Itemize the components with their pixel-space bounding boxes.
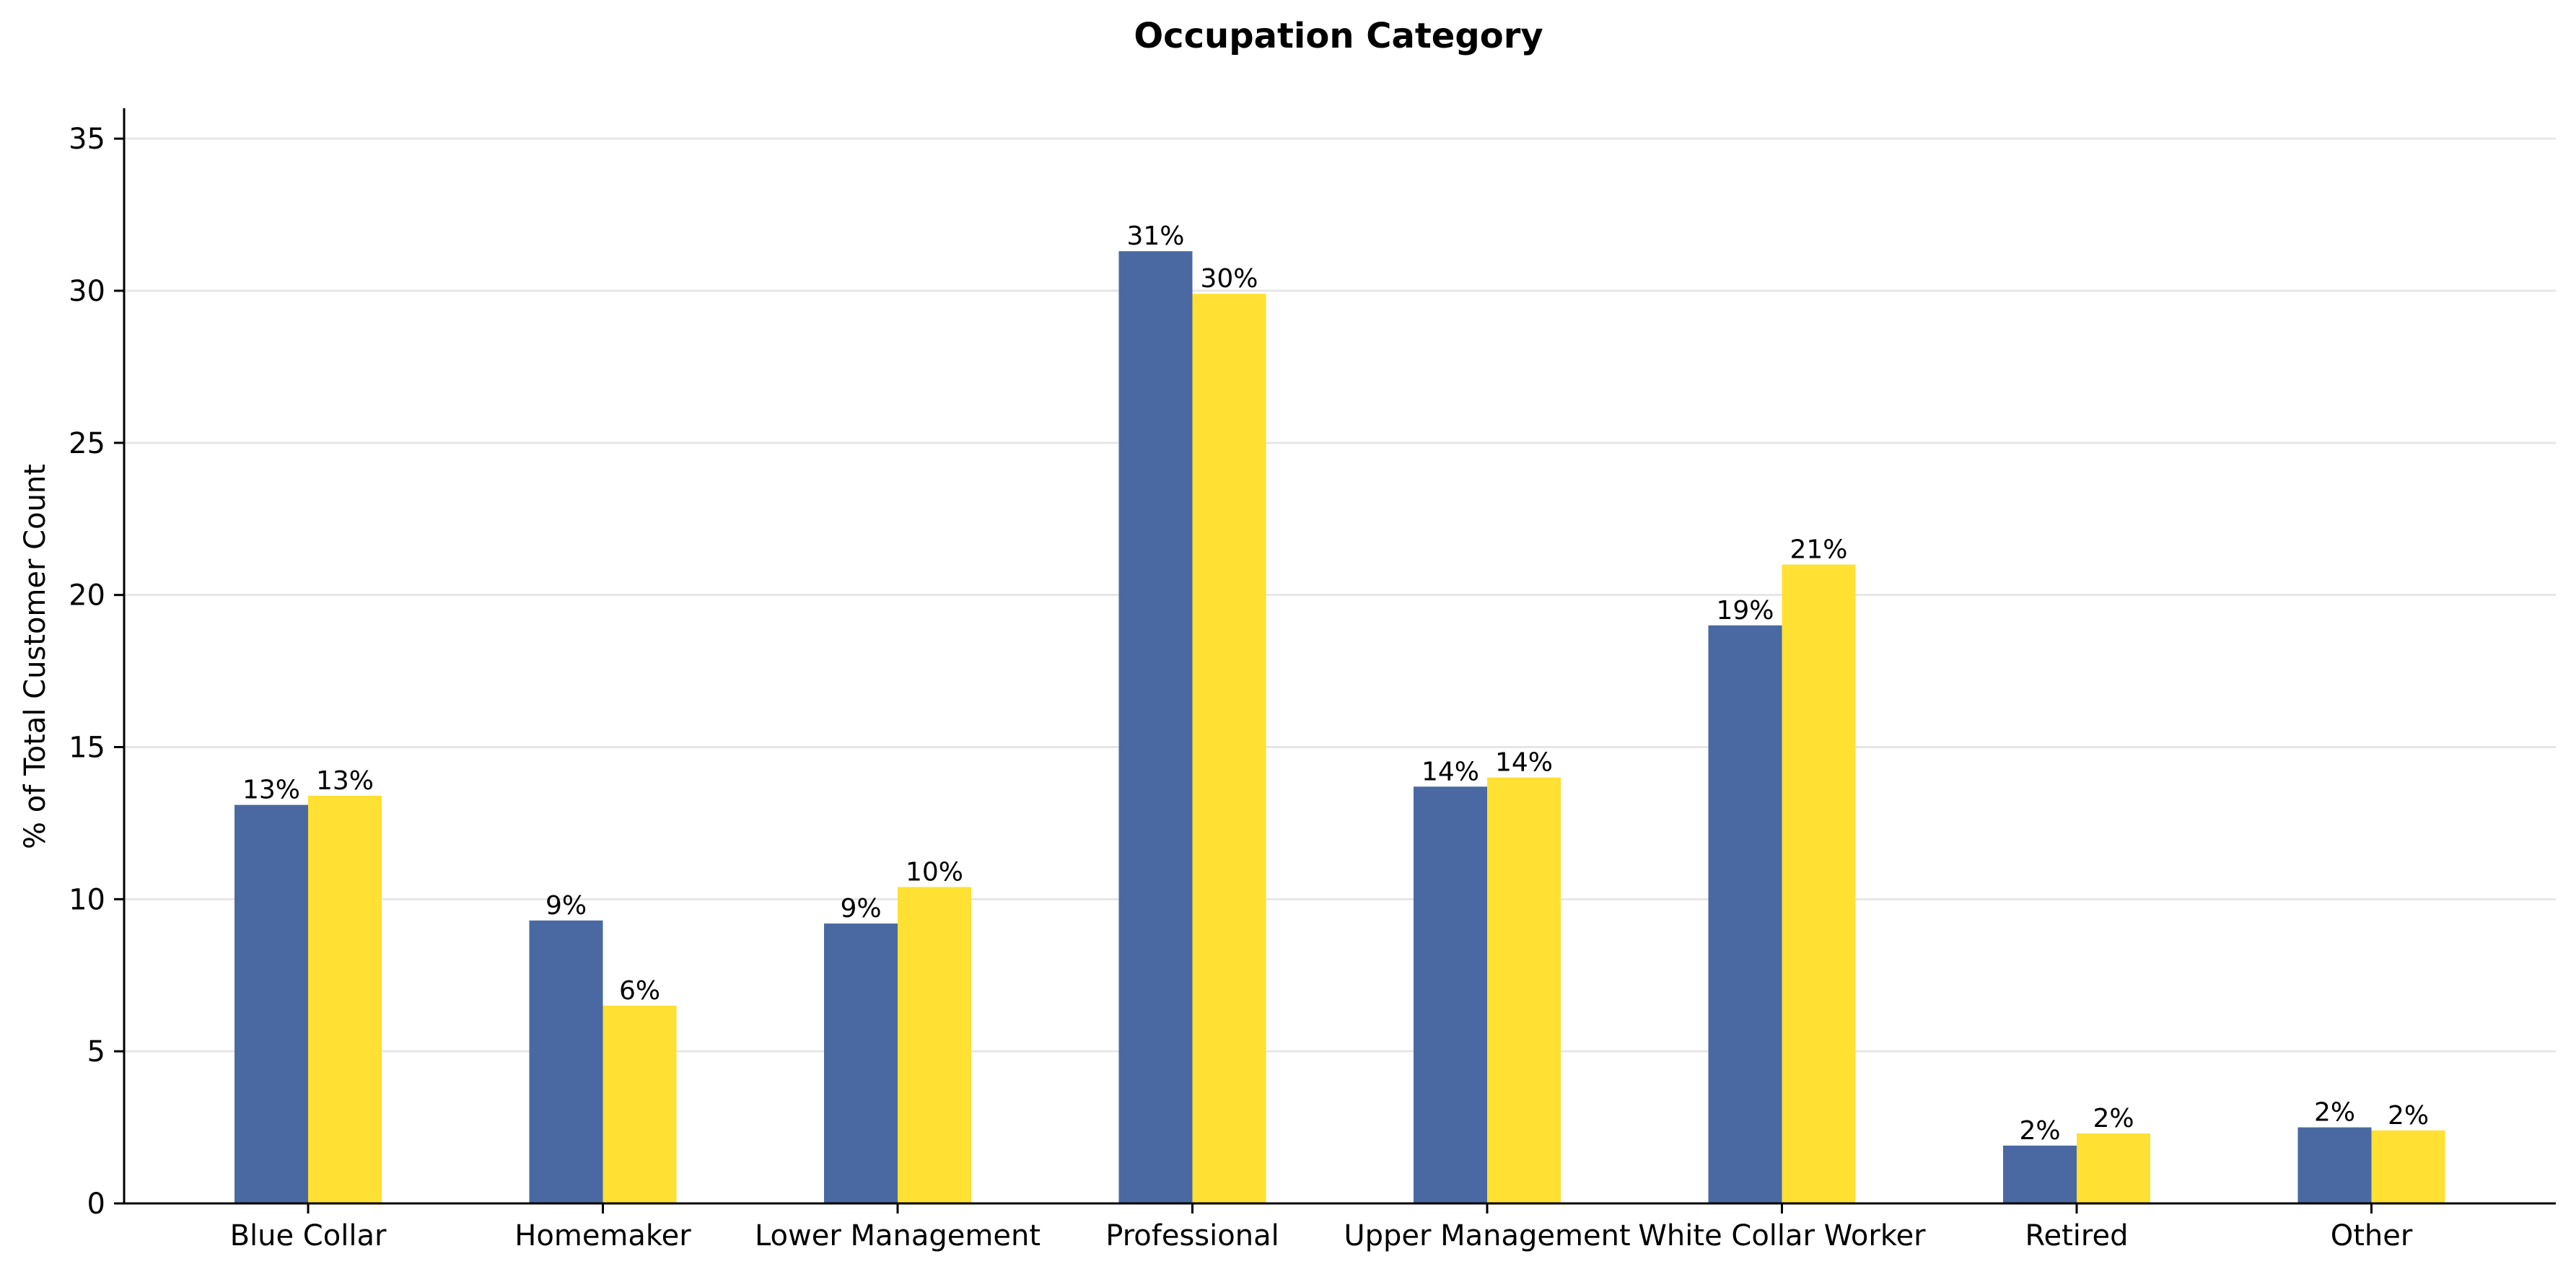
bar-series-1 <box>235 804 308 1203</box>
bar-series-2 <box>1487 777 1561 1203</box>
bar-series-2 <box>2371 1130 2445 1203</box>
data-label: 14% <box>1495 748 1553 778</box>
grid-lines <box>124 137 2556 1053</box>
data-label: 19% <box>1716 596 1774 626</box>
x-tick-label: Homemaker <box>514 1219 691 1252</box>
data-label: 14% <box>1421 757 1479 786</box>
bar-series-2 <box>2077 1133 2150 1203</box>
bar-series-1 <box>529 920 603 1203</box>
bar-series-1 <box>824 923 898 1203</box>
x-tick-label: Blue Collar <box>230 1219 387 1252</box>
y-tick-label: 35 <box>69 123 105 156</box>
data-label: 2% <box>2314 1098 2355 1128</box>
data-label: 2% <box>2019 1116 2060 1146</box>
x-tick-label: Upper Management <box>1344 1219 1630 1252</box>
x-tick-label: Lower Management <box>755 1219 1041 1252</box>
data-label: 10% <box>906 857 963 887</box>
data-label: 2% <box>2093 1104 2134 1133</box>
y-tick-label: 25 <box>69 427 105 460</box>
x-tick-label: Professional <box>1105 1219 1279 1252</box>
x-tick-label: Retired <box>2025 1219 2129 1252</box>
data-label: 31% <box>1126 221 1184 251</box>
y-tick-label: 0 <box>87 1188 105 1221</box>
data-label: 6% <box>619 976 660 1006</box>
bar-series-2 <box>898 887 971 1203</box>
chart-title: Occupation Category <box>1134 16 1543 56</box>
data-label: 30% <box>1200 264 1258 294</box>
x-tick-label: Other <box>2331 1219 2413 1252</box>
bar-series-2 <box>308 795 382 1203</box>
data-label: 13% <box>242 776 300 805</box>
y-axis-label: % of Total Customer Count <box>19 464 52 849</box>
y-tick-label: 5 <box>87 1035 105 1068</box>
bar-series-1 <box>1414 786 1487 1203</box>
bar-series-1 <box>2003 1145 2077 1203</box>
bar-series-1 <box>2297 1127 2372 1203</box>
bar-series-2 <box>1782 564 1856 1203</box>
data-label: 9% <box>840 894 881 923</box>
bars <box>235 251 2445 1203</box>
data-label: 2% <box>2388 1101 2429 1131</box>
bar-labels: 13% 13% 9% 6% 9% 10% 31% 30% 14% 14% 19% 21% 2% 2% 2% 2… <box>242 221 2429 1146</box>
data-label: 13% <box>316 766 374 796</box>
y-tick-label: 15 <box>69 732 105 765</box>
y-tick-label: 30 <box>69 275 105 308</box>
bar-series-1 <box>1708 625 1782 1203</box>
y-ticks: 0 5 10 15 20 25 30 35 <box>69 123 124 1221</box>
bar-series-2 <box>603 1005 677 1203</box>
x-ticks: Blue Collar Homemaker Lower Management Prof… <box>230 1203 2413 1252</box>
bar-series-1 <box>1118 251 1193 1203</box>
data-label: 9% <box>546 891 587 921</box>
y-tick-label: 20 <box>69 579 105 613</box>
bar-series-2 <box>1192 294 1266 1203</box>
y-tick-label: 10 <box>69 883 105 916</box>
data-label: 21% <box>1789 535 1847 565</box>
axes <box>123 108 2556 1205</box>
x-tick-label: White Collar Worker <box>1638 1219 1926 1252</box>
